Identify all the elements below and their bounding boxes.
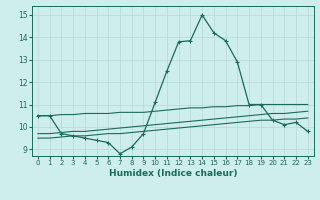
X-axis label: Humidex (Indice chaleur): Humidex (Indice chaleur): [108, 169, 237, 178]
